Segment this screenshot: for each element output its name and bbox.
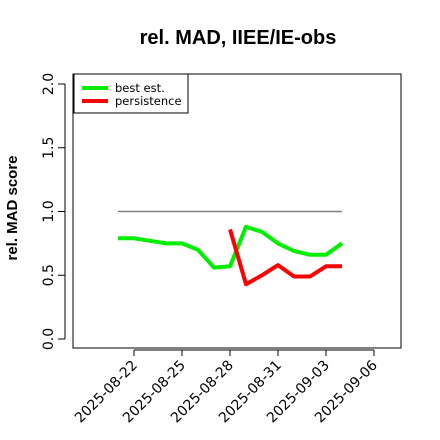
y-tick-label: 2.0 xyxy=(41,73,57,95)
chart-title: rel. MAD, IIEE/IE-obs xyxy=(140,27,337,49)
y-axis: 0.0 0.5 1.0 1.5 2.0 xyxy=(41,73,66,350)
legend-label-best-est: best est. xyxy=(115,81,165,95)
plot-area-frame xyxy=(72,73,402,349)
y-axis-label: rel. MAD score xyxy=(4,155,21,260)
y-tick-label: 0.0 xyxy=(41,328,57,350)
y-tick-label: 0.5 xyxy=(41,264,57,286)
y-tick-label: 1.5 xyxy=(41,137,57,159)
legend: best est. persistence xyxy=(73,73,189,114)
legend-box xyxy=(73,73,189,114)
y-tick-label: 1.0 xyxy=(41,200,57,222)
x-axis: 2025-08-222025-08-252025-08-282025-08-31… xyxy=(72,349,381,426)
plot-lines xyxy=(118,210,344,287)
legend-label-persistence: persistence xyxy=(115,94,182,108)
series-line-best-est xyxy=(118,224,344,270)
series-line-persistence xyxy=(228,228,342,287)
